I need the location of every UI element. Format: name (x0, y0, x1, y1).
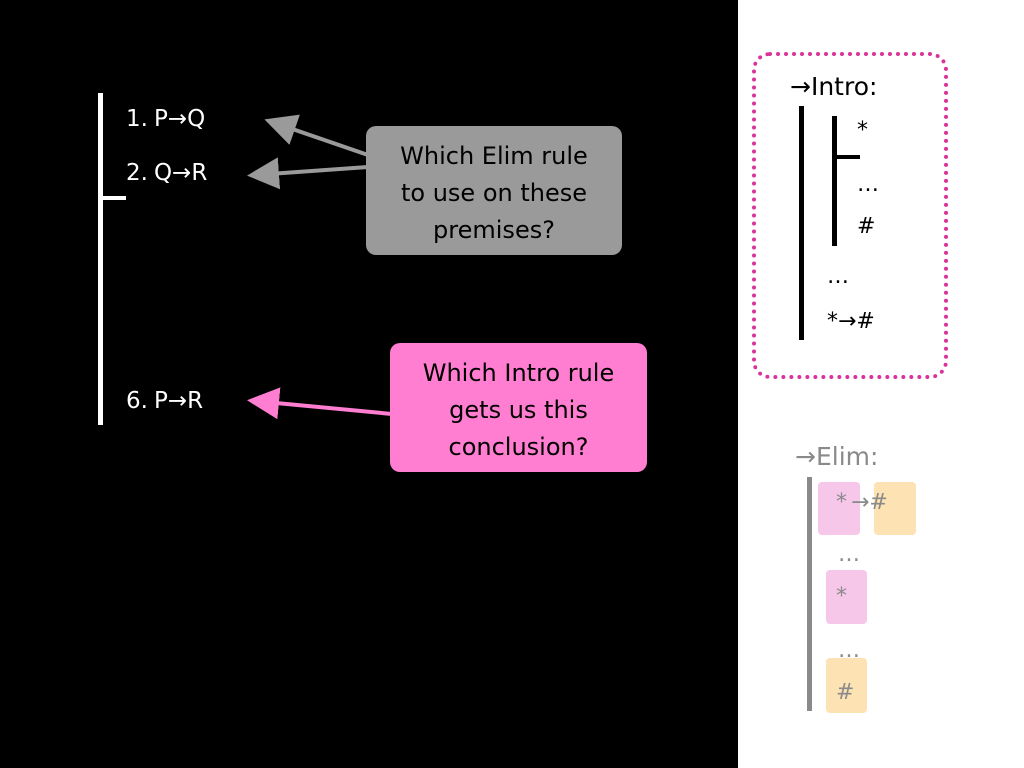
intro-assumption: * (857, 118, 868, 143)
premise-separator (98, 196, 126, 200)
elim-scope-line (807, 477, 812, 711)
line-number: 6. (126, 388, 148, 414)
intro-rule-box (752, 52, 948, 379)
elim-conditional-antecedent: * (836, 490, 847, 515)
line-number: 2. (126, 160, 148, 186)
callout-text: conclusion? (448, 433, 589, 461)
elim-result: # (836, 680, 855, 705)
proof-line-2: 2. Q→R (126, 160, 207, 186)
elim-result-highlight (826, 658, 867, 713)
elim-antecedent-line-highlight (826, 570, 867, 624)
elim-conditional-consequent: →# (851, 490, 888, 515)
intro-subproof-line (832, 116, 837, 246)
callout-text: to use on these (400, 179, 587, 207)
intro-dots-inner: … (857, 172, 879, 197)
callout-text: Which Elim rule (400, 142, 588, 170)
intro-question-callout: Which Intro rule gets us this conclusion… (390, 343, 647, 472)
elim-question-callout: Which Elim rule to use on these premises… (366, 126, 622, 255)
callout-text: premises? (433, 216, 555, 244)
callout-text: gets us this (449, 396, 588, 424)
elim-consequent-highlight (874, 482, 916, 535)
formula: Q→R (153, 160, 208, 186)
arrow-to-line-6 (247, 387, 393, 420)
proof-line-6: 6. P→R (126, 388, 203, 414)
intro-outer-scope-line (799, 106, 804, 340)
intro-assumption-separator (832, 155, 860, 159)
rules-panel (738, 0, 1024, 768)
proof-scope-line (98, 93, 103, 425)
formula: P→Q (153, 106, 206, 132)
elim-rule-title: →Elim: (795, 442, 879, 471)
callout-text: Which Intro rule (422, 359, 615, 387)
elim-antecedent-highlight (818, 482, 860, 535)
line-number: 1. (126, 106, 148, 132)
intro-conclusion: *→# (827, 309, 875, 334)
elim-antecedent: * (836, 584, 847, 609)
intro-rule-title: →Intro: (790, 72, 878, 101)
elim-dots-2: … (838, 638, 860, 663)
proof-line-1: 1. P→Q (126, 106, 205, 132)
elim-dots-1: … (838, 542, 860, 567)
intro-goal: # (857, 214, 876, 239)
arrow-to-line-2 (247, 157, 369, 190)
arrow-to-line-1 (264, 114, 369, 157)
intro-dots-outer: … (827, 264, 849, 289)
formula: P→R (153, 388, 204, 414)
